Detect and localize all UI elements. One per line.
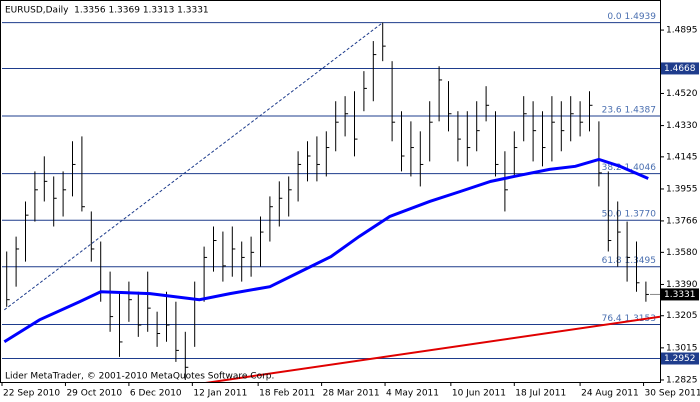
y-tick-label: 1.2825 — [666, 375, 698, 385]
trend-line — [205, 315, 660, 382]
fib-label: 76.4 1.3153 — [602, 314, 656, 324]
fib-label: 0.0 1.4939 — [607, 12, 656, 22]
price-box-label: 1.4668 — [664, 64, 696, 74]
price-box-label: 1.2952 — [664, 354, 696, 364]
x-tick-label: 6 Dec 2010 — [130, 389, 182, 399]
y-tick-label: 1.4145 — [666, 152, 698, 162]
x-tick-label: 18 Jul 2011 — [515, 389, 566, 399]
plot-area: 0.0 1.4939 23.6 1.4387 38.2 1.4046 50.0 1.3… — [2, 12, 660, 382]
y-tick-label: 1.3955 — [666, 184, 698, 194]
plot-frame — [0, 0, 661, 383]
last-price-label: 1.3331 — [664, 290, 696, 300]
y-tick-label: 1.3580 — [666, 248, 698, 258]
fib-trendline — [4, 22, 384, 311]
fib-label: 38.2 1.4046 — [602, 163, 657, 173]
y-tick-label: 1.4330 — [666, 121, 698, 131]
y-tick-label: 1.4520 — [666, 89, 698, 99]
fib-label: 23.6 1.4387 — [602, 105, 656, 115]
fib-label: 50.0 1.3770 — [602, 210, 657, 220]
x-tick-label: 18 Feb 2011 — [259, 389, 315, 399]
y-tick-label: 1.4895 — [666, 26, 698, 36]
x-tick-label: 29 Oct 2010 — [66, 389, 122, 399]
last-price-box — [661, 288, 699, 301]
x-tick-label: 22 Sep 2010 — [3, 389, 60, 399]
x-tick-label: 24 Aug 2011 — [581, 389, 639, 399]
price-box — [661, 352, 699, 365]
x-tick-label: 28 Mar 2011 — [323, 389, 380, 399]
fib-label: 61.8 1.3495 — [602, 256, 656, 266]
x-tick-label: 4 May 2011 — [386, 389, 439, 399]
x-tick-label: 12 Jan 2011 — [193, 389, 247, 399]
y-tick-label: 1.3766 — [666, 216, 698, 226]
overlay: 1.4895 1.4520 1.4330 1.4145 1.3955 1.3766 1.35… — [1, 6, 700, 399]
price-box — [661, 62, 699, 75]
chart-title: EURUSD,Daily 1.3356 1.3369 1.3313 1.3331 — [5, 6, 209, 16]
moving-average — [3, 157, 649, 344]
y-tick-label: 1.3205 — [666, 311, 698, 321]
x-tick-label: 10 Jun 2011 — [452, 389, 506, 399]
x-tick-label: 30 Sep 2011 — [645, 389, 700, 399]
footer: Lider MetaTrader, © 2001-2010 MetaQuotes… — [5, 372, 274, 382]
y-tick-label: 1.3015 — [666, 343, 698, 353]
y-tick-label: 1.3390 — [666, 280, 698, 290]
